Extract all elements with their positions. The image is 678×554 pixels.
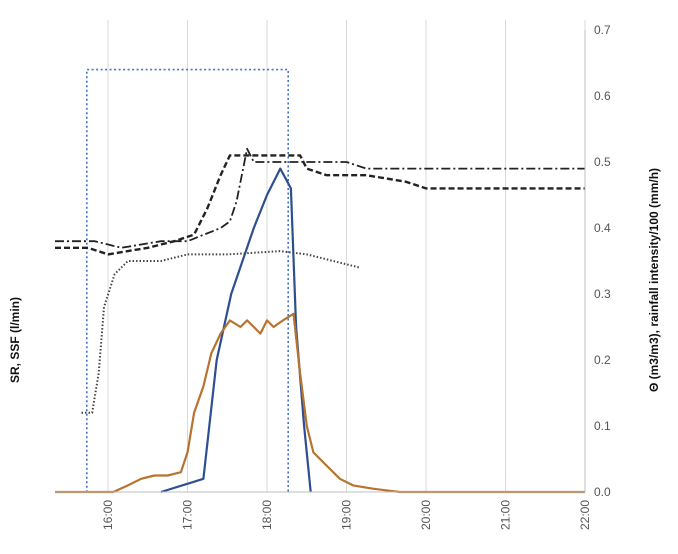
y-tick-label-2: 0.2	[594, 353, 611, 367]
x-tick-label-5: 21:00	[499, 500, 513, 530]
y-tick-label-4: 0.4	[594, 221, 611, 235]
x-tick-label-6: 22:00	[578, 500, 592, 530]
tick-layer: 16:00 17:00 18:00 19:00 20:00 21:00 22:000.0 0.…	[101, 23, 611, 530]
y-tick-label-0: 0.0	[594, 485, 611, 499]
axis-layer	[55, 30, 586, 493]
y-tick-label-6: 0.6	[594, 89, 611, 103]
series-line-ssf	[160, 167, 312, 494]
x-tick-label-0: 16:00	[101, 500, 115, 530]
x-tick-label-2: 18:00	[260, 500, 274, 530]
y-tick-label-7: 0.7	[594, 23, 611, 37]
x-tick-label-3: 19:00	[340, 500, 354, 530]
right-y-axis-title: Θ (m3/m3), rainfall intensity/100 (mm/h)	[647, 168, 661, 392]
left-y-axis-title: SR, SSF (l/min)	[8, 297, 22, 383]
series-layer	[55, 68, 585, 494]
y-tick-label-1: 0.1	[594, 419, 611, 433]
x-tick-label-4: 20:00	[419, 500, 433, 530]
grid-layer	[107, 20, 586, 492]
series-line-rainfall	[55, 68, 289, 493]
x-tick-label-1: 17:00	[181, 500, 195, 530]
series-line-sr	[55, 312, 585, 494]
series-line-theta2	[55, 147, 585, 249]
y-tick-label-3: 0.3	[594, 287, 611, 301]
y-tick-label-5: 0.5	[594, 155, 611, 169]
series-line-theta1	[55, 154, 585, 256]
series-line-theta3	[81, 250, 361, 414]
